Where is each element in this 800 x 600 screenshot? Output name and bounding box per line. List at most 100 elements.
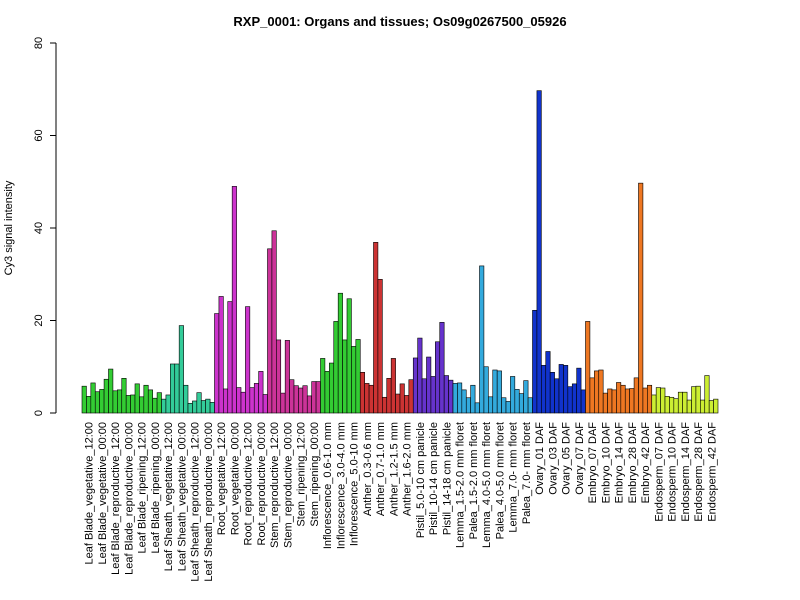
bar [108, 368, 114, 414]
bar [669, 396, 675, 414]
category-label: Pistil_14-18 cm panicle [441, 422, 453, 535]
bar [165, 394, 171, 414]
bar [479, 265, 485, 414]
bar [518, 393, 524, 414]
bar [677, 391, 683, 414]
bar [236, 387, 242, 414]
bar [121, 378, 127, 414]
bar [187, 402, 193, 414]
category-label: Endosperm_10 DAF [667, 422, 679, 522]
category-label: Leaf Blade_reproductive_12:00 [110, 422, 122, 575]
category-label: Stem_ripening_00:00 [309, 422, 321, 527]
category-label: Stem_reproductive_12:00 [269, 422, 281, 548]
bar [501, 397, 507, 414]
y-tick-label: 60 [33, 129, 45, 141]
category-label: Pistil_5.0-10 cm panicle [415, 422, 427, 538]
bar [240, 391, 246, 414]
bar [607, 388, 613, 414]
bar [602, 392, 608, 414]
category-label: Anther_0.7-1.0 mm [375, 422, 387, 516]
y-tick-label: 40 [33, 222, 45, 234]
bar [611, 389, 617, 414]
bar [465, 397, 471, 414]
category-label: Inflorescence_5.0-10 mm [349, 422, 361, 546]
bar [642, 387, 648, 414]
bar [571, 383, 577, 414]
bar [147, 389, 153, 414]
bar [624, 388, 630, 414]
bar [505, 401, 511, 414]
bar [276, 339, 282, 414]
bar [227, 301, 233, 414]
bar [86, 396, 92, 414]
bar [174, 363, 180, 414]
bar [430, 376, 436, 414]
bar [130, 394, 136, 414]
category-label: Root_vegetative_00:00 [229, 422, 241, 535]
bar [700, 399, 706, 414]
bar [359, 371, 365, 414]
category-label: Pistil_10-14 cm panicle [428, 422, 440, 535]
bar [704, 375, 710, 414]
bar [223, 388, 229, 414]
bar [412, 357, 418, 414]
bar [399, 383, 405, 414]
category-label: Leaf Blade_vegetative_12:00 [84, 422, 96, 565]
category-labels: Leaf Blade_vegetative_12:00 Leaf Blade_ve… [84, 422, 719, 582]
bar [200, 400, 206, 414]
bar [139, 396, 145, 414]
bar [192, 400, 198, 414]
bar [647, 384, 653, 414]
bar [461, 389, 467, 414]
bar [231, 186, 237, 414]
bar [125, 395, 131, 414]
bar [598, 369, 604, 414]
category-label: Ovary_05 DAF [561, 422, 573, 495]
category-label: Palea_4.0-5.0 mm floret [494, 422, 506, 539]
bar [342, 339, 348, 414]
category-label: Ovary_03 DAF [547, 422, 559, 495]
bar [527, 397, 533, 414]
bar [474, 402, 480, 414]
category-label: Lemma_4.0-5.0 mm floret [481, 422, 493, 548]
bar [152, 397, 158, 414]
category-label: Palea_7.0- mm floret [521, 422, 533, 524]
bar [293, 385, 299, 414]
bar [452, 383, 458, 414]
bar [567, 386, 573, 414]
bar [94, 391, 100, 414]
category-label: Leaf Blade_reproductive_00:00 [123, 422, 135, 575]
bar [664, 396, 670, 414]
bar [585, 321, 591, 414]
category-label: Ovary_07 DAF [574, 422, 586, 495]
bar [589, 377, 595, 414]
bar [183, 384, 189, 414]
category-label: Leaf Sheath_reproductive_12:00 [190, 422, 202, 582]
category-label: Root_reproductive_00:00 [256, 422, 268, 546]
bar [306, 395, 312, 414]
bar [417, 337, 423, 414]
bar [161, 398, 167, 414]
bar [492, 369, 498, 414]
y-tick-label: 80 [33, 37, 45, 49]
bar [541, 365, 547, 414]
bar [382, 396, 388, 414]
bar [616, 382, 622, 414]
bar [655, 387, 661, 414]
bar [686, 399, 692, 414]
bar [576, 367, 582, 414]
bar [510, 376, 516, 414]
category-label: Stem_ripening_12:00 [296, 422, 308, 527]
category-label: Anther_1.6-2.0 mm [402, 422, 414, 516]
bar [377, 279, 383, 414]
bar [311, 381, 317, 414]
category-label: Ovary_01 DAF [534, 422, 546, 495]
bar [404, 395, 410, 414]
category-label: Endosperm_14 DAF [680, 422, 692, 522]
bar [470, 384, 476, 414]
bar [218, 296, 224, 414]
category-label: Lemma_7.0- mm floret [508, 422, 520, 533]
bar [620, 384, 626, 414]
bar [112, 390, 118, 414]
bar [695, 385, 701, 414]
